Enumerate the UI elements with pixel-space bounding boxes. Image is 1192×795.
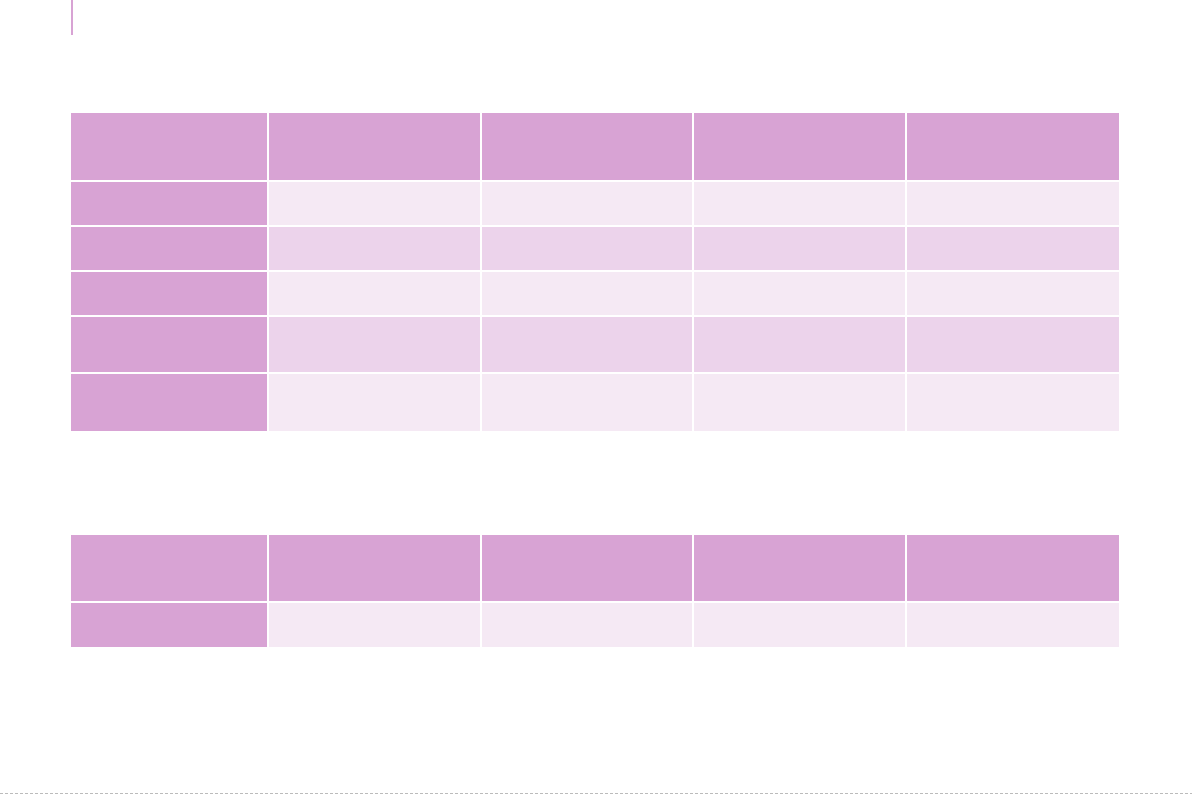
table-cell xyxy=(269,603,480,647)
table-cell xyxy=(907,272,1119,315)
table-cell xyxy=(482,182,692,225)
header-cell xyxy=(482,113,692,180)
table-cell xyxy=(269,317,480,372)
row-header-cell xyxy=(71,272,267,315)
row-header-cell xyxy=(71,603,267,647)
table-cell xyxy=(694,272,905,315)
table-cell xyxy=(482,272,692,315)
table-cell xyxy=(907,182,1119,225)
row-header-cell xyxy=(71,227,267,270)
header-cell xyxy=(907,113,1119,180)
table-cell xyxy=(482,603,692,647)
row-header-cell xyxy=(71,182,267,225)
table xyxy=(71,113,1119,431)
table-cell xyxy=(482,374,692,431)
row-header-cell xyxy=(71,317,267,372)
header-cell xyxy=(907,535,1119,601)
header-cell xyxy=(694,535,905,601)
table-cell xyxy=(269,374,480,431)
table-cell xyxy=(269,272,480,315)
header-cell xyxy=(482,535,692,601)
header-cell xyxy=(694,113,905,180)
header-cell xyxy=(71,113,267,180)
table-cell xyxy=(907,227,1119,270)
header-cell xyxy=(71,535,267,601)
table-cell xyxy=(694,374,905,431)
table xyxy=(71,535,1119,647)
table-cell xyxy=(694,182,905,225)
table-cell xyxy=(694,227,905,270)
tables xyxy=(71,113,1119,647)
table-cell xyxy=(482,227,692,270)
table-cell xyxy=(907,603,1119,647)
row-header-cell xyxy=(71,374,267,431)
table-cell xyxy=(269,182,480,225)
header-cell xyxy=(269,113,480,180)
table-cell xyxy=(694,317,905,372)
table-cell xyxy=(482,317,692,372)
margin-marker xyxy=(71,0,73,35)
table-cell xyxy=(694,603,905,647)
table-cell xyxy=(907,317,1119,372)
table-cell xyxy=(269,227,480,270)
header-cell xyxy=(269,535,480,601)
table-cell xyxy=(907,374,1119,431)
